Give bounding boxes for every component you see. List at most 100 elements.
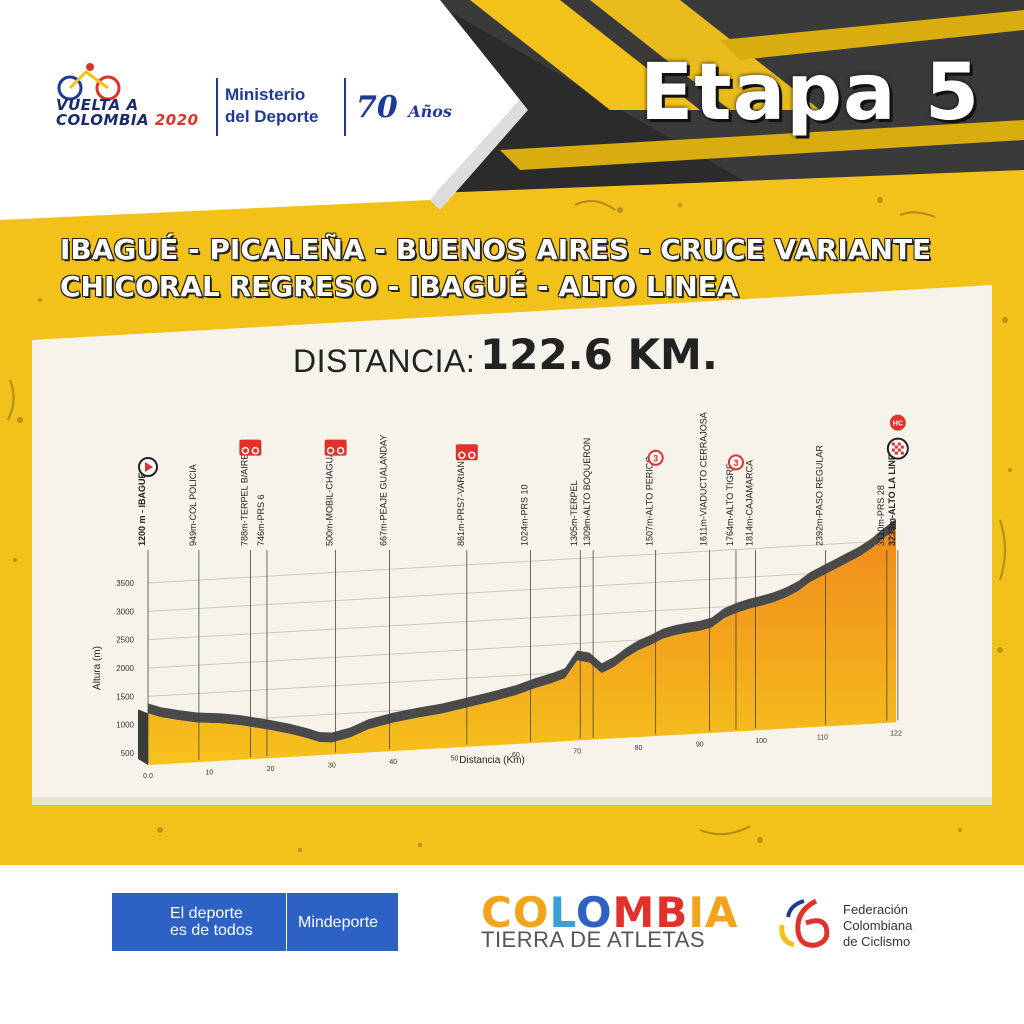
x-tick-label: 110 [817, 735, 828, 742]
checkpoint-label: 1024m-PRS 10 [520, 484, 530, 546]
y-tick-label: 1500 [116, 692, 134, 701]
checkpoint-label: 667m-PEAJE GUALANDAY [379, 435, 389, 546]
ministerio-line2: del Deporte [225, 107, 319, 126]
start-icon [145, 462, 153, 472]
federation-line2: Colombiana [843, 918, 913, 933]
checkpoint-label: 788m-TERPEL B/AIRES [239, 448, 249, 546]
mindeporte-banner [112, 893, 398, 951]
colombia-letter: O [575, 888, 613, 937]
70-anos-logo: 70 Años [356, 90, 452, 125]
category-marker [727, 454, 744, 471]
checkpoint-label: 1814m-CAJAMARCA [745, 460, 755, 546]
checkpoint-label: 949m-COL POLICIA [188, 464, 198, 546]
checkpoint-label: 861m-PRS7-VARIANTE [456, 450, 466, 546]
x-tick-label: 60 [512, 752, 520, 759]
colombia-letter: C [481, 888, 513, 937]
gridline [147, 568, 897, 612]
category-marker-label: 3 [653, 453, 658, 463]
colombia-letter: A [704, 888, 739, 937]
checkpoint-label: 746m-PRS 6 [256, 494, 266, 546]
x-tick-label: 80 [635, 745, 643, 752]
checkpoint-label: 1507m-ALTO PERICO [645, 456, 655, 546]
x-tick-label: 50 [451, 756, 459, 763]
checkpoint-label: 500m-MOBIL-CHAGUALA [325, 440, 335, 546]
category-marker-label: 3 [733, 458, 738, 468]
sprint-marker [324, 439, 347, 456]
finish-check [897, 448, 901, 452]
finish-check [891, 448, 895, 452]
y-tick-label: 500 [121, 749, 135, 758]
x-tick-label: 40 [389, 759, 397, 766]
x-tick-label: 30 [328, 763, 336, 770]
profile-ridge [148, 519, 896, 743]
vuelta-line1: VUELTA A [56, 96, 139, 114]
checkpoint-label: 3233m-ALTO LA LINEA [887, 447, 897, 546]
x-tick-label: 100 [755, 738, 767, 745]
profile-side [138, 709, 148, 765]
finish-check [891, 442, 895, 446]
elevation-chart: 500 1000 1500 2000 2500 3000 3500 0.0 10 20 30 40 50… [32, 285, 992, 805]
anos-word: Años [408, 102, 452, 121]
vuelta-line2: COLOMBIA [56, 111, 150, 129]
logo-divider [216, 78, 218, 136]
profile-area [148, 529, 896, 765]
y-tick-label: 2500 [116, 636, 134, 645]
y-tick-label: 1000 [116, 721, 134, 730]
anos-number: 70 [356, 90, 398, 125]
sprint-marker [239, 439, 262, 456]
sprint-marker [455, 444, 478, 461]
x-tick-label: 70 [573, 749, 581, 756]
federation-line1: Federación [843, 902, 909, 917]
tierra-de-atletas: TIERRA DE ATLETAS [481, 927, 706, 952]
federation-name: Federación Colombiana de Ciclismo [843, 902, 912, 950]
finish-check [897, 442, 901, 446]
checkpoint-label: 1305m-TERPEL [569, 480, 579, 546]
route-line-1: IBAGUÉ - PICALEÑA - BUENOS AIRES - CRUCE… [60, 233, 932, 266]
vuelta-year: 2020 [154, 111, 199, 129]
x-tick-label: 20 [267, 766, 275, 773]
mindeporte-slogan: El deporte es de todos [170, 905, 253, 939]
colombia-letter: O [512, 888, 550, 937]
hc-marker [889, 414, 906, 431]
colombia-letter: B [655, 888, 689, 937]
y-tick-label: 3500 [116, 579, 134, 588]
finish-check [894, 445, 898, 449]
finish-check [900, 451, 904, 455]
colombia-letter: L [549, 888, 576, 937]
checkpoint-label: 1309m-ALTO BOQUERON [582, 438, 592, 546]
vuelta-logo: VUELTA A COLOMBIA 2020 [56, 62, 216, 152]
x-tick-label: 90 [696, 742, 704, 749]
mindeporte-slogan-line2: es de todos [170, 922, 253, 939]
sprint-icon [458, 451, 466, 459]
chart-plot-area: 500 1000 1500 2000 2500 3000 3500 0.0 10 20 30 40 50… [92, 412, 909, 780]
hc-marker-label: HC [893, 421, 903, 428]
checkpoint-label: 1200 m - IBAGUE [137, 472, 147, 546]
x-tick-label: 0.0 [143, 773, 153, 780]
stage-title: Etapa 5 [640, 48, 981, 138]
x-tick-label: 122 [890, 730, 902, 737]
colombia-letters: COLOMBIA [481, 888, 739, 937]
sprint-icon [326, 446, 335, 455]
y-tick-label: 2000 [116, 664, 134, 673]
distance-value: 122.6 KM. [480, 330, 718, 379]
federation-logo-icon [779, 898, 830, 948]
checkpoint-label: 1764m-ALTO TIGRE [725, 463, 735, 546]
x-axis-label: Distancia (Km) [459, 755, 525, 766]
ministerio-line1: Ministerio [225, 85, 306, 104]
y-axis-label: Altura (m) [92, 646, 103, 690]
x-tick-label: 10 [205, 770, 213, 777]
sprint-icon [336, 446, 345, 455]
sprint-icon [251, 446, 260, 455]
mindeporte-name: Mindeporte [298, 914, 379, 931]
finish-check [900, 445, 904, 449]
checkpoint-label: 1611m-VIADUCTO CERRAJOSA [699, 412, 709, 546]
logo-divider-2 [344, 78, 346, 136]
route-line-2: CHICORAL REGRESO - IBAGUÉ - ALTO LINEA [60, 270, 739, 303]
ministerio-logo: Ministerio del Deporte [225, 84, 319, 128]
y-tick-label: 3000 [116, 607, 134, 616]
mindeporte-slogan-line1: El deporte [170, 905, 243, 922]
category-marker [647, 449, 664, 466]
colombia-letter: M [612, 888, 656, 937]
sprint-icon [468, 451, 476, 459]
colombia-letter: I [688, 888, 705, 937]
